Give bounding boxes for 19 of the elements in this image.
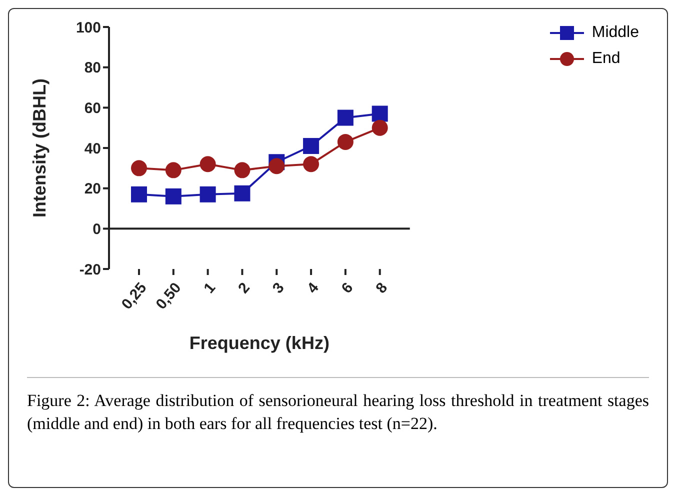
legend-label: Middle bbox=[592, 24, 639, 42]
x-axis-title: Frequency (kHz) bbox=[189, 333, 330, 353]
y-tick-label: 0 bbox=[92, 220, 101, 238]
y-tick-label: 40 bbox=[84, 140, 101, 158]
y-tick-label: 80 bbox=[84, 60, 101, 77]
x-tick-label: 2 bbox=[235, 279, 254, 297]
x-tick-label: 4 bbox=[304, 278, 323, 297]
caption: Figure 2: Average distribution of sensorioneural hearing loss threshold in treatment stages (middle and end) in both ears for all frequencies test (n=22). bbox=[27, 390, 649, 435]
y-axis-title: Intensity (dBHL) bbox=[29, 78, 50, 218]
legend-label: End bbox=[592, 50, 620, 68]
y-tick-label: 20 bbox=[84, 180, 101, 198]
y-tick-label: 60 bbox=[84, 100, 101, 117]
x-tick-label: 3 bbox=[269, 279, 288, 297]
x-tick-label: 8 bbox=[372, 279, 392, 297]
x-tick-label: 6 bbox=[338, 279, 357, 297]
x-tick-label: 1 bbox=[200, 279, 220, 297]
y-tick-label: 100 bbox=[76, 19, 101, 36]
y-tick-label: -20 bbox=[79, 261, 101, 278]
x-tick-label: 0,50 bbox=[152, 279, 185, 313]
